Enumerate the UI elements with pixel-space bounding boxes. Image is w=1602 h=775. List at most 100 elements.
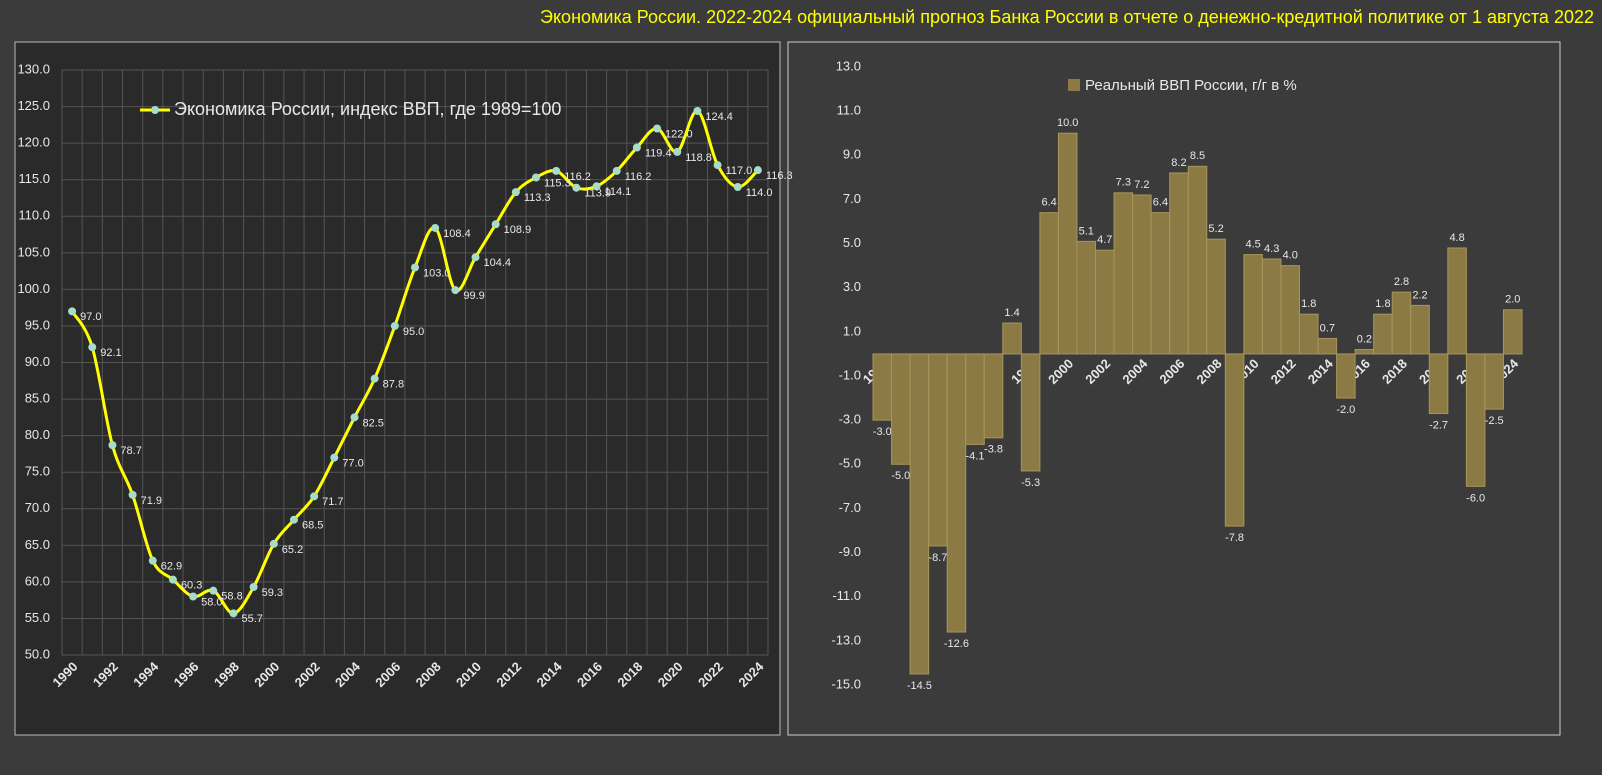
data-label: 62.9 <box>161 561 182 573</box>
data-label: 78.7 <box>120 445 141 457</box>
y-tick-label: -5.0 <box>839 456 861 471</box>
bar <box>1039 212 1059 355</box>
data-label: 4.0 <box>1283 250 1298 262</box>
legend-marker <box>151 106 159 114</box>
marker <box>269 539 278 548</box>
bar <box>1057 132 1078 355</box>
data-label: 117.0 <box>726 165 753 177</box>
data-label: 104.4 <box>484 257 512 269</box>
data-label: 95.0 <box>403 326 424 338</box>
marker <box>68 307 77 316</box>
data-label: -2.7 <box>1429 419 1448 431</box>
data-label: 124.4 <box>705 111 733 123</box>
bar <box>1076 240 1097 355</box>
data-label: 8.2 <box>1171 157 1186 169</box>
bar <box>1484 353 1504 410</box>
bar <box>1298 313 1319 355</box>
data-label: 0.2 <box>1357 333 1372 345</box>
y-tick-label: 5.0 <box>843 235 861 250</box>
data-label: 8.5 <box>1190 150 1205 162</box>
data-label: 99.9 <box>463 290 484 302</box>
data-label: 114.1 <box>605 186 632 198</box>
legend-swatch <box>1068 79 1080 91</box>
marker <box>592 182 601 191</box>
y-tick-label: 105.0 <box>17 244 50 259</box>
y-tick-label: 1.0 <box>843 323 861 338</box>
bar <box>1410 304 1430 355</box>
bar <box>1243 254 1263 355</box>
y-tick-label: 55.0 <box>25 610 50 625</box>
marker <box>350 413 359 422</box>
marker <box>370 374 379 383</box>
data-label: 113.9 <box>584 188 611 200</box>
bar <box>1224 353 1245 527</box>
data-label: 92.1 <box>100 347 121 359</box>
marker <box>612 166 621 175</box>
data-label: -5.3 <box>1021 477 1040 489</box>
marker <box>491 220 500 229</box>
y-tick-label: 7.0 <box>843 191 861 206</box>
marker <box>713 161 722 170</box>
y-tick-label: -15.0 <box>831 676 861 691</box>
marker <box>310 492 319 501</box>
data-label: 7.2 <box>1134 179 1149 191</box>
data-label: 1.8 <box>1301 298 1316 310</box>
marker <box>411 263 419 272</box>
data-label: -5.0 <box>891 470 910 482</box>
bar <box>1020 353 1041 472</box>
y-tick-label: 130.0 <box>17 61 50 76</box>
data-label: 108.4 <box>443 228 471 240</box>
data-label: 4.5 <box>1245 239 1260 251</box>
y-tick-label: 9.0 <box>843 147 861 162</box>
y-tick-label: 13.0 <box>836 58 861 73</box>
marker <box>451 286 460 295</box>
marker <box>693 106 702 115</box>
y-tick-label: -3.0 <box>839 412 861 427</box>
marker <box>189 592 198 601</box>
data-label: 2.2 <box>1412 289 1427 301</box>
marker <box>289 515 298 524</box>
marker <box>471 253 480 262</box>
bar <box>1502 309 1523 355</box>
marker <box>108 441 117 450</box>
bar <box>891 353 911 465</box>
marker <box>532 173 541 182</box>
y-tick-label: -13.0 <box>831 632 861 647</box>
marker <box>209 586 218 595</box>
y-tick-label: 11.0 <box>837 103 861 118</box>
legend-label: Реальный ВВП России, г/г в % <box>1085 77 1297 94</box>
data-label: -6.0 <box>1466 492 1485 504</box>
data-label: 2.8 <box>1394 276 1409 288</box>
marker <box>733 183 742 191</box>
bar <box>1336 353 1356 399</box>
marker <box>148 556 157 565</box>
marker <box>653 124 662 133</box>
data-label: 103.0 <box>423 267 451 279</box>
bar <box>872 353 893 421</box>
bar <box>1354 349 1375 355</box>
y-tick-label: -1.0 <box>839 367 861 382</box>
marker <box>673 147 682 156</box>
data-label: -4.1 <box>966 450 985 462</box>
marker <box>249 582 258 591</box>
marker <box>390 321 399 330</box>
data-label: 119.4 <box>645 147 672 159</box>
bar <box>1187 165 1208 355</box>
data-label: -3.0 <box>873 426 892 438</box>
bar <box>1150 212 1171 355</box>
marker <box>552 166 561 175</box>
y-tick-label: 80.0 <box>25 427 50 442</box>
data-label: 58.0 <box>201 596 222 608</box>
data-label: 6.4 <box>1042 197 1057 209</box>
y-tick-label: 85.0 <box>25 391 50 406</box>
marker <box>128 490 137 499</box>
bar <box>1132 194 1152 355</box>
y-tick-label: 95.0 <box>25 317 50 332</box>
y-tick-label: 125.0 <box>17 98 50 113</box>
data-label: 55.7 <box>241 613 262 625</box>
data-label: 108.9 <box>504 224 532 236</box>
y-tick-label: 120.0 <box>17 135 50 150</box>
y-tick-label: 65.0 <box>25 537 50 552</box>
data-label: 6.4 <box>1153 197 1168 209</box>
